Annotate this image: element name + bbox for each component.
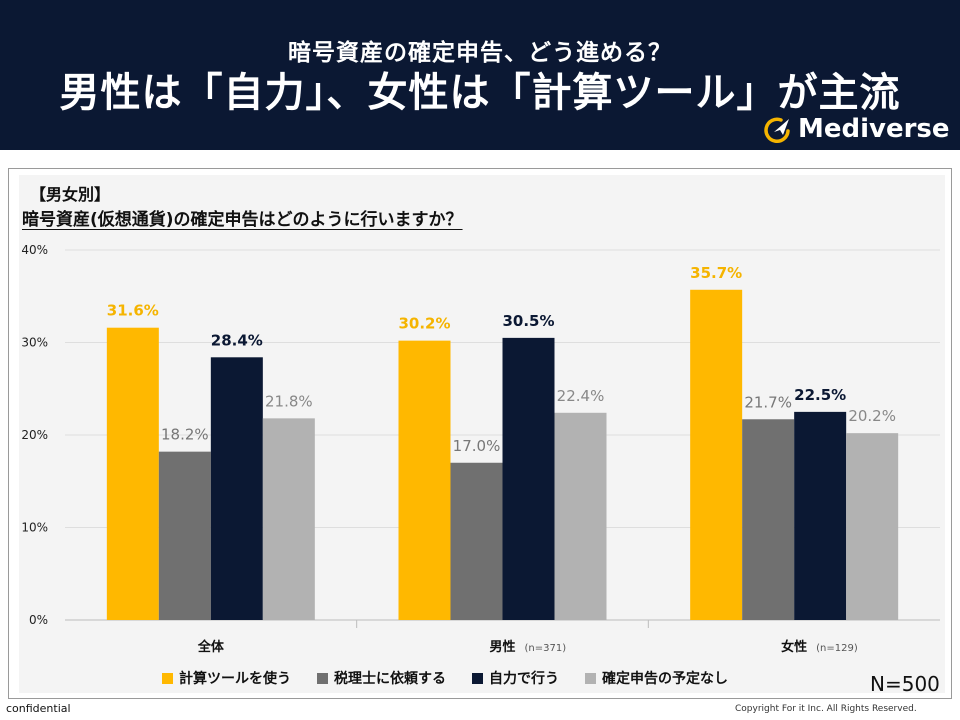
category-label: 女性: [781, 639, 807, 655]
legend-swatch: [317, 672, 328, 684]
chart-question: 暗号資産(仮想通貨)の確定申告はどのように行いますか？: [22, 210, 463, 230]
bar: [846, 433, 899, 620]
bar: [554, 412, 607, 620]
brand-logo: Mediverse: [762, 113, 950, 145]
bar: [398, 340, 451, 620]
bar: [106, 327, 159, 620]
copyright-label: Copyright For it Inc. All Rights Reserve…: [735, 704, 917, 714]
legend-label: 確定申告の予定なし: [602, 671, 728, 687]
header-banner: 暗号資産の確定申告、どう進める？ 男性は「自力」、女性は「計算ツール」が主流 M…: [0, 0, 960, 150]
data-label: 21.8%: [265, 392, 313, 410]
data-label: 22.4%: [557, 387, 605, 405]
category-sample-size: (n=129): [816, 643, 858, 654]
legend-swatch: [162, 672, 173, 684]
bar: [690, 289, 743, 620]
y-tick-label: 10%: [21, 521, 48, 535]
page-subtitle: 暗号資産の確定申告、どう進める？: [288, 40, 672, 66]
chart-legend: 計算ツールを使う 税理士に依頼する 自力で行う 確定申告の予定なし: [162, 668, 754, 688]
y-tick-label: 30%: [21, 336, 48, 350]
data-label: 30.2%: [398, 315, 450, 333]
legend-item: 自力で行う: [472, 668, 559, 688]
legend-swatch: [585, 672, 596, 684]
legend-label: 税理士に依頼する: [334, 671, 446, 687]
y-tick-label: 40%: [21, 243, 48, 257]
page-title: 男性は「自力」、女性は「計算ツール」が主流: [59, 70, 901, 116]
bar: [210, 357, 263, 620]
bar: [742, 419, 795, 620]
category-label: 全体: [197, 639, 225, 655]
bar: [794, 411, 847, 620]
data-label: 18.2%: [161, 426, 209, 444]
data-label: 31.6%: [107, 302, 159, 320]
bar: [502, 337, 555, 620]
legend-swatch: [472, 672, 483, 684]
legend-item: 税理士に依頼する: [317, 668, 446, 688]
data-label: 21.7%: [744, 393, 792, 411]
data-label: 17.0%: [453, 437, 501, 455]
data-label: 28.4%: [211, 331, 263, 349]
data-label: 30.5%: [502, 312, 554, 330]
category-label: 男性: [489, 639, 515, 655]
confidential-label: confidential: [6, 702, 71, 715]
data-label: 22.5%: [794, 386, 846, 404]
bar: [158, 451, 211, 620]
legend-item: 確定申告の予定なし: [585, 668, 728, 688]
bar: [450, 462, 503, 620]
legend-label: 自力で行う: [489, 671, 559, 687]
bar: [262, 418, 315, 620]
brand-logo-icon: [764, 117, 790, 143]
data-label: 20.2%: [848, 407, 896, 425]
y-tick-label: 0%: [29, 613, 48, 627]
y-tick-label: 20%: [21, 428, 48, 442]
data-label: 35.7%: [690, 264, 742, 282]
legend-label: 計算ツールを使う: [179, 671, 291, 687]
brand-name: Mediverse: [798, 114, 950, 144]
sample-size-label: N=500: [870, 672, 940, 696]
category-sample-size: (n=371): [525, 643, 567, 654]
legend-item: 計算ツールを使う: [162, 668, 291, 688]
category-title: 【男女別】: [30, 185, 111, 204]
